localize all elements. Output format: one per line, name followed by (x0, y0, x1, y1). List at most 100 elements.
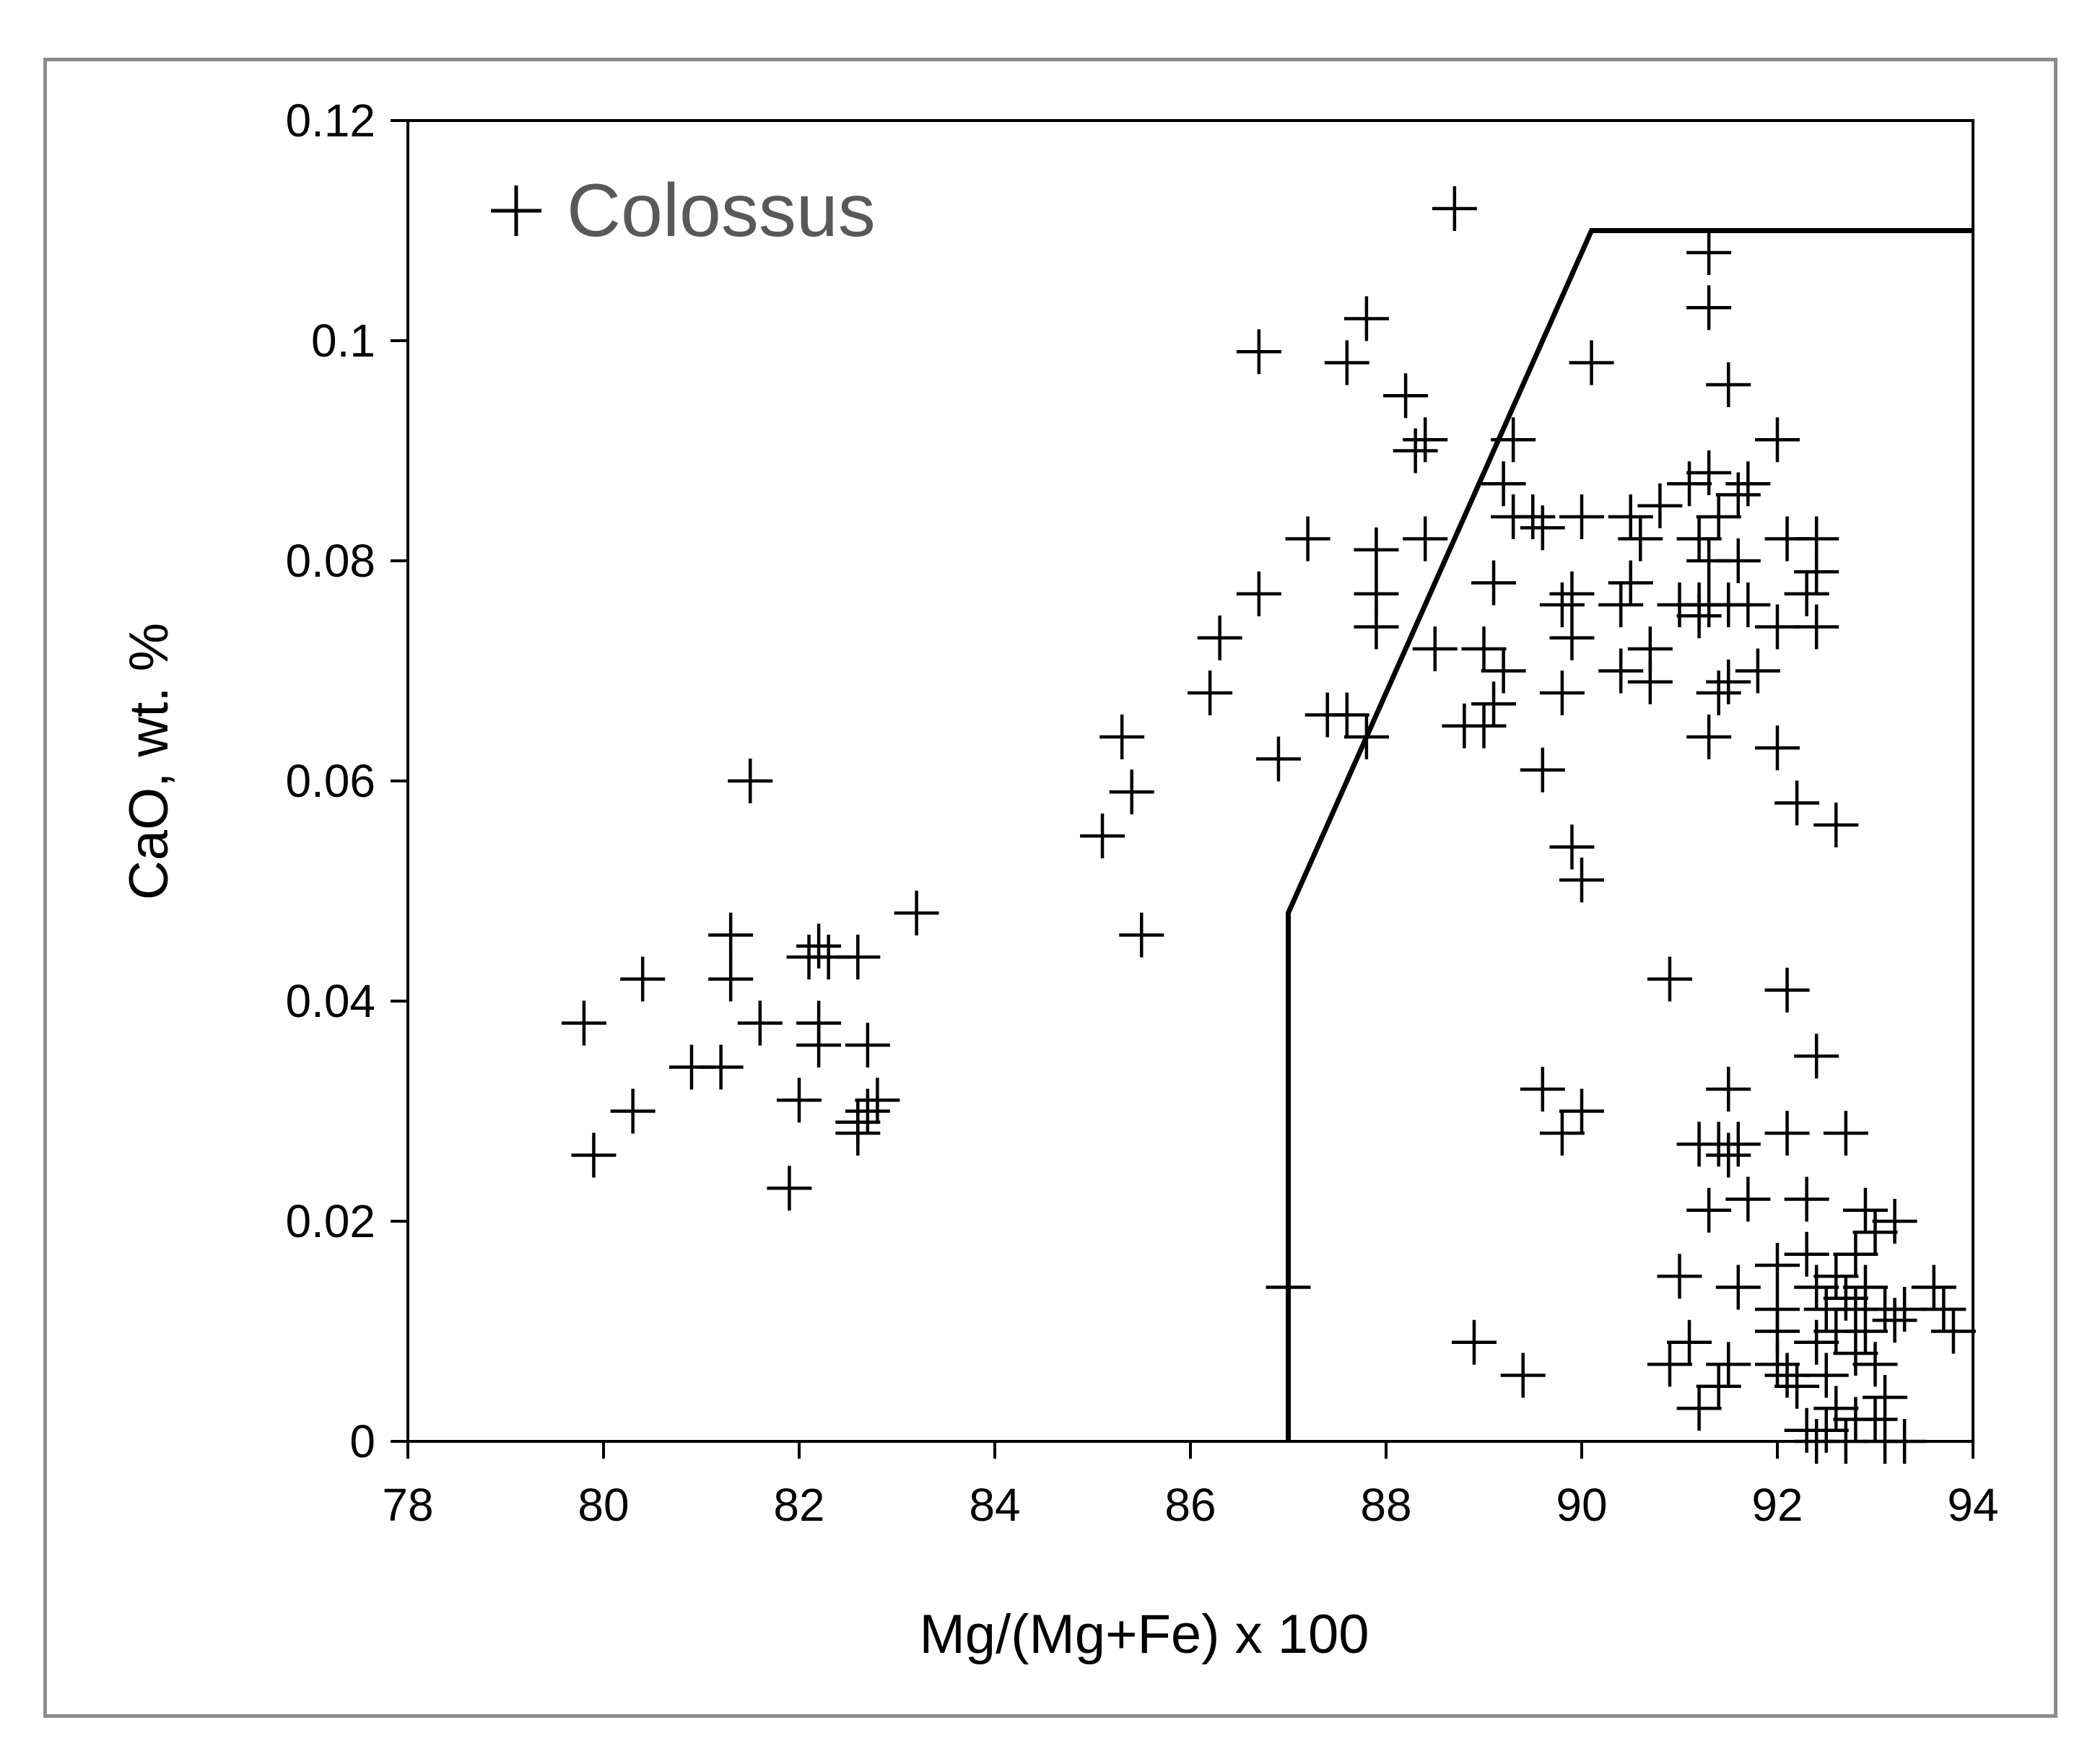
data-point (1852, 1342, 1898, 1387)
y-tick-label: 0.08 (285, 535, 375, 587)
data-point (1667, 461, 1712, 507)
data-point (728, 759, 773, 803)
data-point (1343, 715, 1389, 759)
data-point (835, 1111, 881, 1156)
data-point (1119, 912, 1164, 958)
data-point (561, 1000, 606, 1046)
data-point (1794, 604, 1839, 650)
data-point (1236, 571, 1281, 616)
data-point (796, 1023, 842, 1067)
data-point (1549, 571, 1595, 616)
data-point (1706, 1067, 1751, 1112)
data-point (845, 1023, 890, 1067)
data-point (777, 1078, 822, 1123)
x-axis-title: Mg/(Mg+Fe) x 100 (920, 1604, 1369, 1665)
data-point (1833, 1231, 1878, 1277)
data-point (1764, 1353, 1810, 1398)
data-point (1647, 956, 1692, 1002)
x-tick-label: 88 (1360, 1479, 1411, 1531)
data-point (1715, 538, 1761, 583)
data-point (1715, 472, 1761, 518)
data-point (1784, 1176, 1829, 1222)
data-point (1803, 1407, 1849, 1453)
data-point (1403, 516, 1448, 562)
data-point (796, 923, 842, 969)
boundary-line (1286, 228, 1973, 1441)
data-point (610, 1088, 655, 1134)
data-point (1539, 671, 1585, 715)
legend: Colossus (491, 169, 876, 253)
data-point (1813, 1254, 1859, 1299)
data-point (1911, 1265, 1956, 1310)
data-point (1383, 373, 1429, 419)
data-point (835, 935, 881, 979)
data-point (1755, 1342, 1800, 1387)
data-point (698, 1044, 744, 1090)
tick-marks (391, 119, 1974, 1459)
data-point (1794, 1265, 1839, 1310)
data-point (1882, 1287, 1928, 1332)
data-point (1686, 1187, 1732, 1233)
data-point (1755, 417, 1800, 463)
data-point (894, 891, 939, 935)
data-point (1354, 604, 1399, 650)
data-point (1715, 1122, 1761, 1167)
data-point (1823, 1275, 1868, 1321)
data-point (1803, 1353, 1849, 1398)
data-point (1774, 1363, 1820, 1409)
data-point (1559, 857, 1604, 903)
data-point (1784, 571, 1829, 616)
data-point (1432, 186, 1477, 231)
data-point (1842, 1265, 1888, 1310)
data-point (1608, 494, 1653, 539)
data-point (1774, 780, 1820, 826)
plot-area (406, 119, 1974, 1443)
data-point (1285, 516, 1330, 562)
data-point (1559, 1088, 1604, 1134)
data-point (1794, 1034, 1839, 1079)
data-point (1794, 549, 1839, 595)
data-point (1618, 516, 1663, 562)
data-point (1569, 340, 1614, 385)
data-point (1637, 483, 1683, 528)
data-point (1324, 692, 1369, 738)
data-point (1188, 671, 1233, 715)
y-tick-label: 0 (349, 1415, 375, 1467)
legend-marker-plus (491, 185, 541, 236)
data-point (1471, 681, 1517, 727)
data-point (1549, 615, 1595, 660)
x-tick-label: 84 (969, 1479, 1020, 1531)
data-point (737, 1000, 783, 1046)
data-point (571, 1132, 617, 1178)
data-point (1647, 1342, 1692, 1387)
data-point (1686, 285, 1732, 331)
data-point (1266, 1265, 1311, 1310)
data-point (1520, 1067, 1565, 1112)
data-point (1539, 1111, 1585, 1156)
data-point (1598, 582, 1644, 627)
y-tick-label: 0.1 (311, 315, 375, 367)
data-point (1686, 230, 1732, 275)
figure-frame (43, 58, 2057, 1718)
data-point (1598, 648, 1644, 694)
data-point (1667, 1319, 1712, 1365)
data-point (1725, 461, 1771, 507)
data-point (1852, 1210, 1898, 1255)
x-tick-label: 86 (1164, 1479, 1216, 1531)
data-point (1706, 1342, 1751, 1387)
data-point (855, 1078, 900, 1123)
data-point (1842, 1309, 1888, 1354)
data-point (1461, 703, 1507, 748)
y-tick-labels: 0 0.02 0.04 0.06 0.08 0.1 0.12 (285, 95, 375, 1467)
legend-label-colossus: Colossus (567, 169, 876, 253)
data-point (1686, 715, 1732, 759)
data-point (1930, 1309, 1976, 1354)
data-point (767, 1166, 812, 1211)
y-tick-label: 0.02 (285, 1195, 375, 1247)
x-tick-label: 80 (578, 1479, 629, 1531)
data-point (1549, 824, 1595, 870)
x-tick-label: 78 (382, 1479, 433, 1531)
data-point (1099, 715, 1145, 759)
data-point (1676, 593, 1722, 639)
data-point (1813, 1386, 1859, 1431)
